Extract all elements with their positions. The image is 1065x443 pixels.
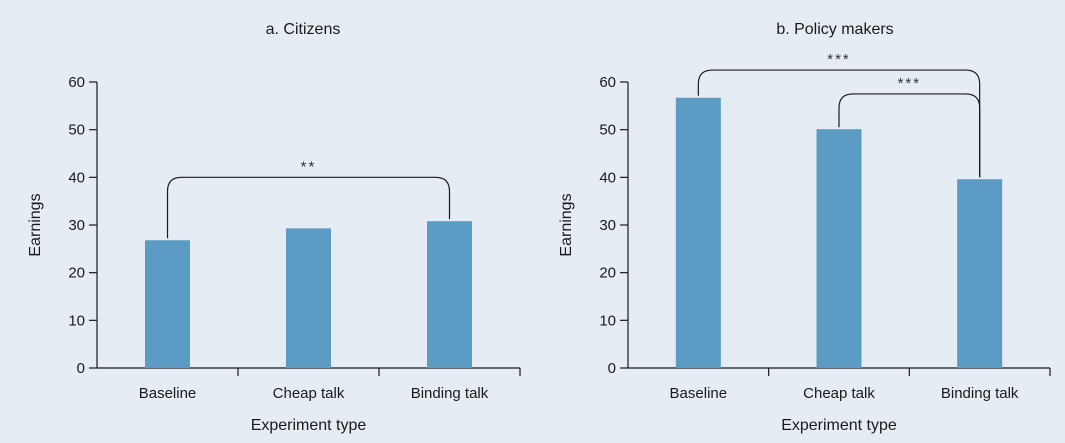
y-axis-label: Earnings <box>27 193 44 256</box>
bar <box>286 228 331 368</box>
y-tick-label: 50 <box>68 122 85 139</box>
chart-title: b. Policy makers <box>776 21 893 38</box>
significance-bracket <box>838 93 981 178</box>
significance-bracket <box>697 69 981 178</box>
y-axis-label: Earnings <box>558 193 575 256</box>
significance-label: *** <box>898 75 922 92</box>
y-tick-label: 10 <box>68 312 85 329</box>
significance-bracket <box>166 176 451 239</box>
bar <box>145 240 190 368</box>
significance-label: ** <box>301 158 317 175</box>
y-tick-label: 0 <box>608 360 616 377</box>
y-tick-label: 30 <box>68 217 85 234</box>
y-tick-label: 0 <box>77 360 85 377</box>
x-tick-label: Binding talk <box>411 385 489 402</box>
panel-citizens: a. Citizens 0 10 20 30 40 50 60 Baseline Cheap ta… <box>27 21 521 434</box>
significance-label: *** <box>827 51 851 68</box>
bar <box>427 221 472 368</box>
chart-title: a. Citizens <box>266 21 341 38</box>
x-tick-label: Cheap talk <box>803 385 875 402</box>
x-tick-label: Cheap talk <box>273 385 345 402</box>
y-tick-label: 40 <box>68 169 85 186</box>
y-tick-label: 30 <box>599 217 616 234</box>
y-tick-label: 10 <box>599 312 616 329</box>
bar <box>957 179 1003 368</box>
y-tick-label: 40 <box>599 169 616 186</box>
x-tick-label: Baseline <box>670 385 728 402</box>
x-tick-label: Binding talk <box>941 385 1019 402</box>
y-tick-label: 50 <box>599 122 616 139</box>
bar <box>675 97 721 368</box>
y-tick-label: 60 <box>599 74 616 91</box>
x-axis-label: Experiment type <box>781 417 897 434</box>
y-tick-label: 20 <box>68 265 85 282</box>
y-tick-label: 60 <box>68 74 85 91</box>
bar <box>816 129 862 368</box>
x-axis-label: Experiment type <box>251 417 367 434</box>
y-tick-label: 20 <box>599 265 616 282</box>
x-tick-label: Baseline <box>139 385 197 402</box>
panel-policy-makers: b. Policy makers 0 10 20 30 40 50 60 Baseline Che… <box>558 21 1051 434</box>
